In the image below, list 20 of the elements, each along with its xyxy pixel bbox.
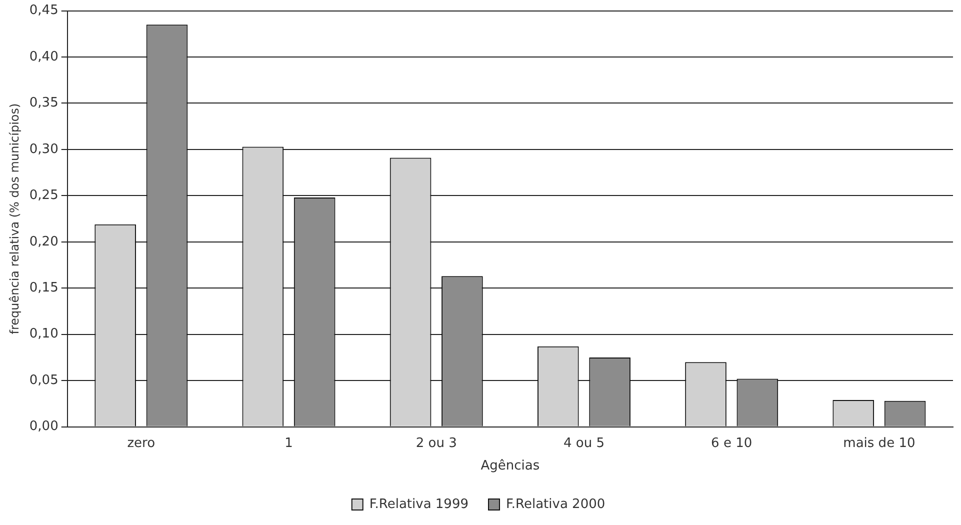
y-tick-label: 0,15 (29, 280, 58, 296)
y-tick-label: 0,35 (29, 96, 58, 111)
y-tick-label: 0,40 (29, 49, 58, 64)
legend-label: F.Relativa 2000 (506, 496, 606, 512)
x-tick-label: 6 e 10 (711, 436, 752, 451)
x-tick-label: zero (127, 436, 156, 451)
y-tick-label: 0,05 (29, 372, 58, 388)
x-axis-title: Agências (480, 458, 540, 474)
y-tick-label: 0,30 (29, 142, 58, 157)
y-axis-title: frequência relativa (% dos municípios) (7, 103, 22, 334)
y-tick-label: 0,00 (29, 419, 58, 434)
x-tick-label: mais de 10 (843, 436, 916, 451)
x-tick-label: 2 ou 3 (416, 436, 457, 451)
x-tick-label: 4 ou 5 (563, 436, 604, 451)
legend-label: F.Relativa 1999 (369, 496, 469, 512)
x-tick-label: 1 (284, 436, 293, 451)
y-tick-label: 0,10 (29, 326, 58, 342)
y-tick-label: 0,25 (29, 188, 58, 204)
y-tick-label: 0,45 (29, 3, 58, 18)
y-tick-label: 0,20 (29, 234, 58, 250)
